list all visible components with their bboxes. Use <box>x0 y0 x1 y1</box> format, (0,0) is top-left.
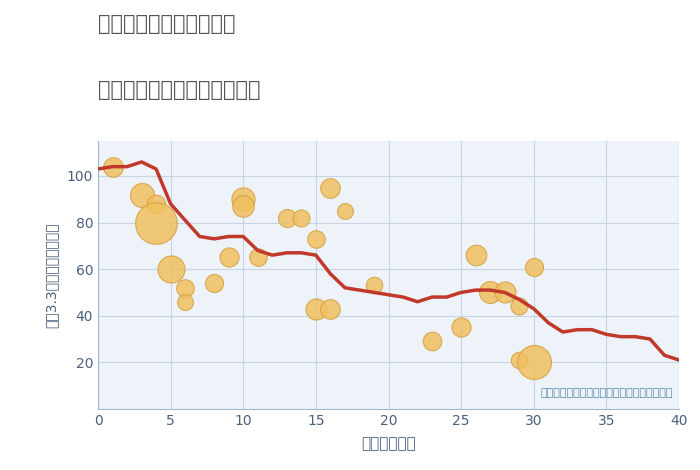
Point <box>310 235 321 243</box>
Text: 円の大きさは、取引のあった物件面積を示す: 円の大きさは、取引のあった物件面積を示す <box>540 388 673 398</box>
Point <box>296 214 307 222</box>
Point <box>514 356 525 364</box>
Point <box>340 207 351 215</box>
Point <box>281 214 293 222</box>
Point <box>107 163 118 171</box>
Point <box>209 279 220 287</box>
Point <box>528 263 539 271</box>
X-axis label: 築年数（年）: 築年数（年） <box>361 436 416 451</box>
Point <box>310 305 321 313</box>
Point <box>470 251 482 259</box>
Point <box>368 282 379 289</box>
Point <box>150 200 162 208</box>
Point <box>528 359 539 366</box>
Point <box>136 191 147 198</box>
Point <box>325 305 336 313</box>
Point <box>180 298 191 306</box>
Point <box>237 203 249 210</box>
Point <box>426 337 438 345</box>
Point <box>150 219 162 226</box>
Point <box>237 196 249 203</box>
Text: 三重県四日市市八千代台: 三重県四日市市八千代台 <box>98 14 235 34</box>
Point <box>514 303 525 310</box>
Text: 築年数別中古マンション価格: 築年数別中古マンション価格 <box>98 80 260 100</box>
Y-axis label: 坪（3.3㎡）単価（万円）: 坪（3.3㎡）単価（万円） <box>44 222 58 328</box>
Point <box>223 254 235 261</box>
Point <box>252 254 263 261</box>
Point <box>325 184 336 191</box>
Point <box>165 266 176 273</box>
Point <box>499 289 510 296</box>
Point <box>484 289 496 296</box>
Point <box>180 284 191 291</box>
Point <box>456 324 467 331</box>
